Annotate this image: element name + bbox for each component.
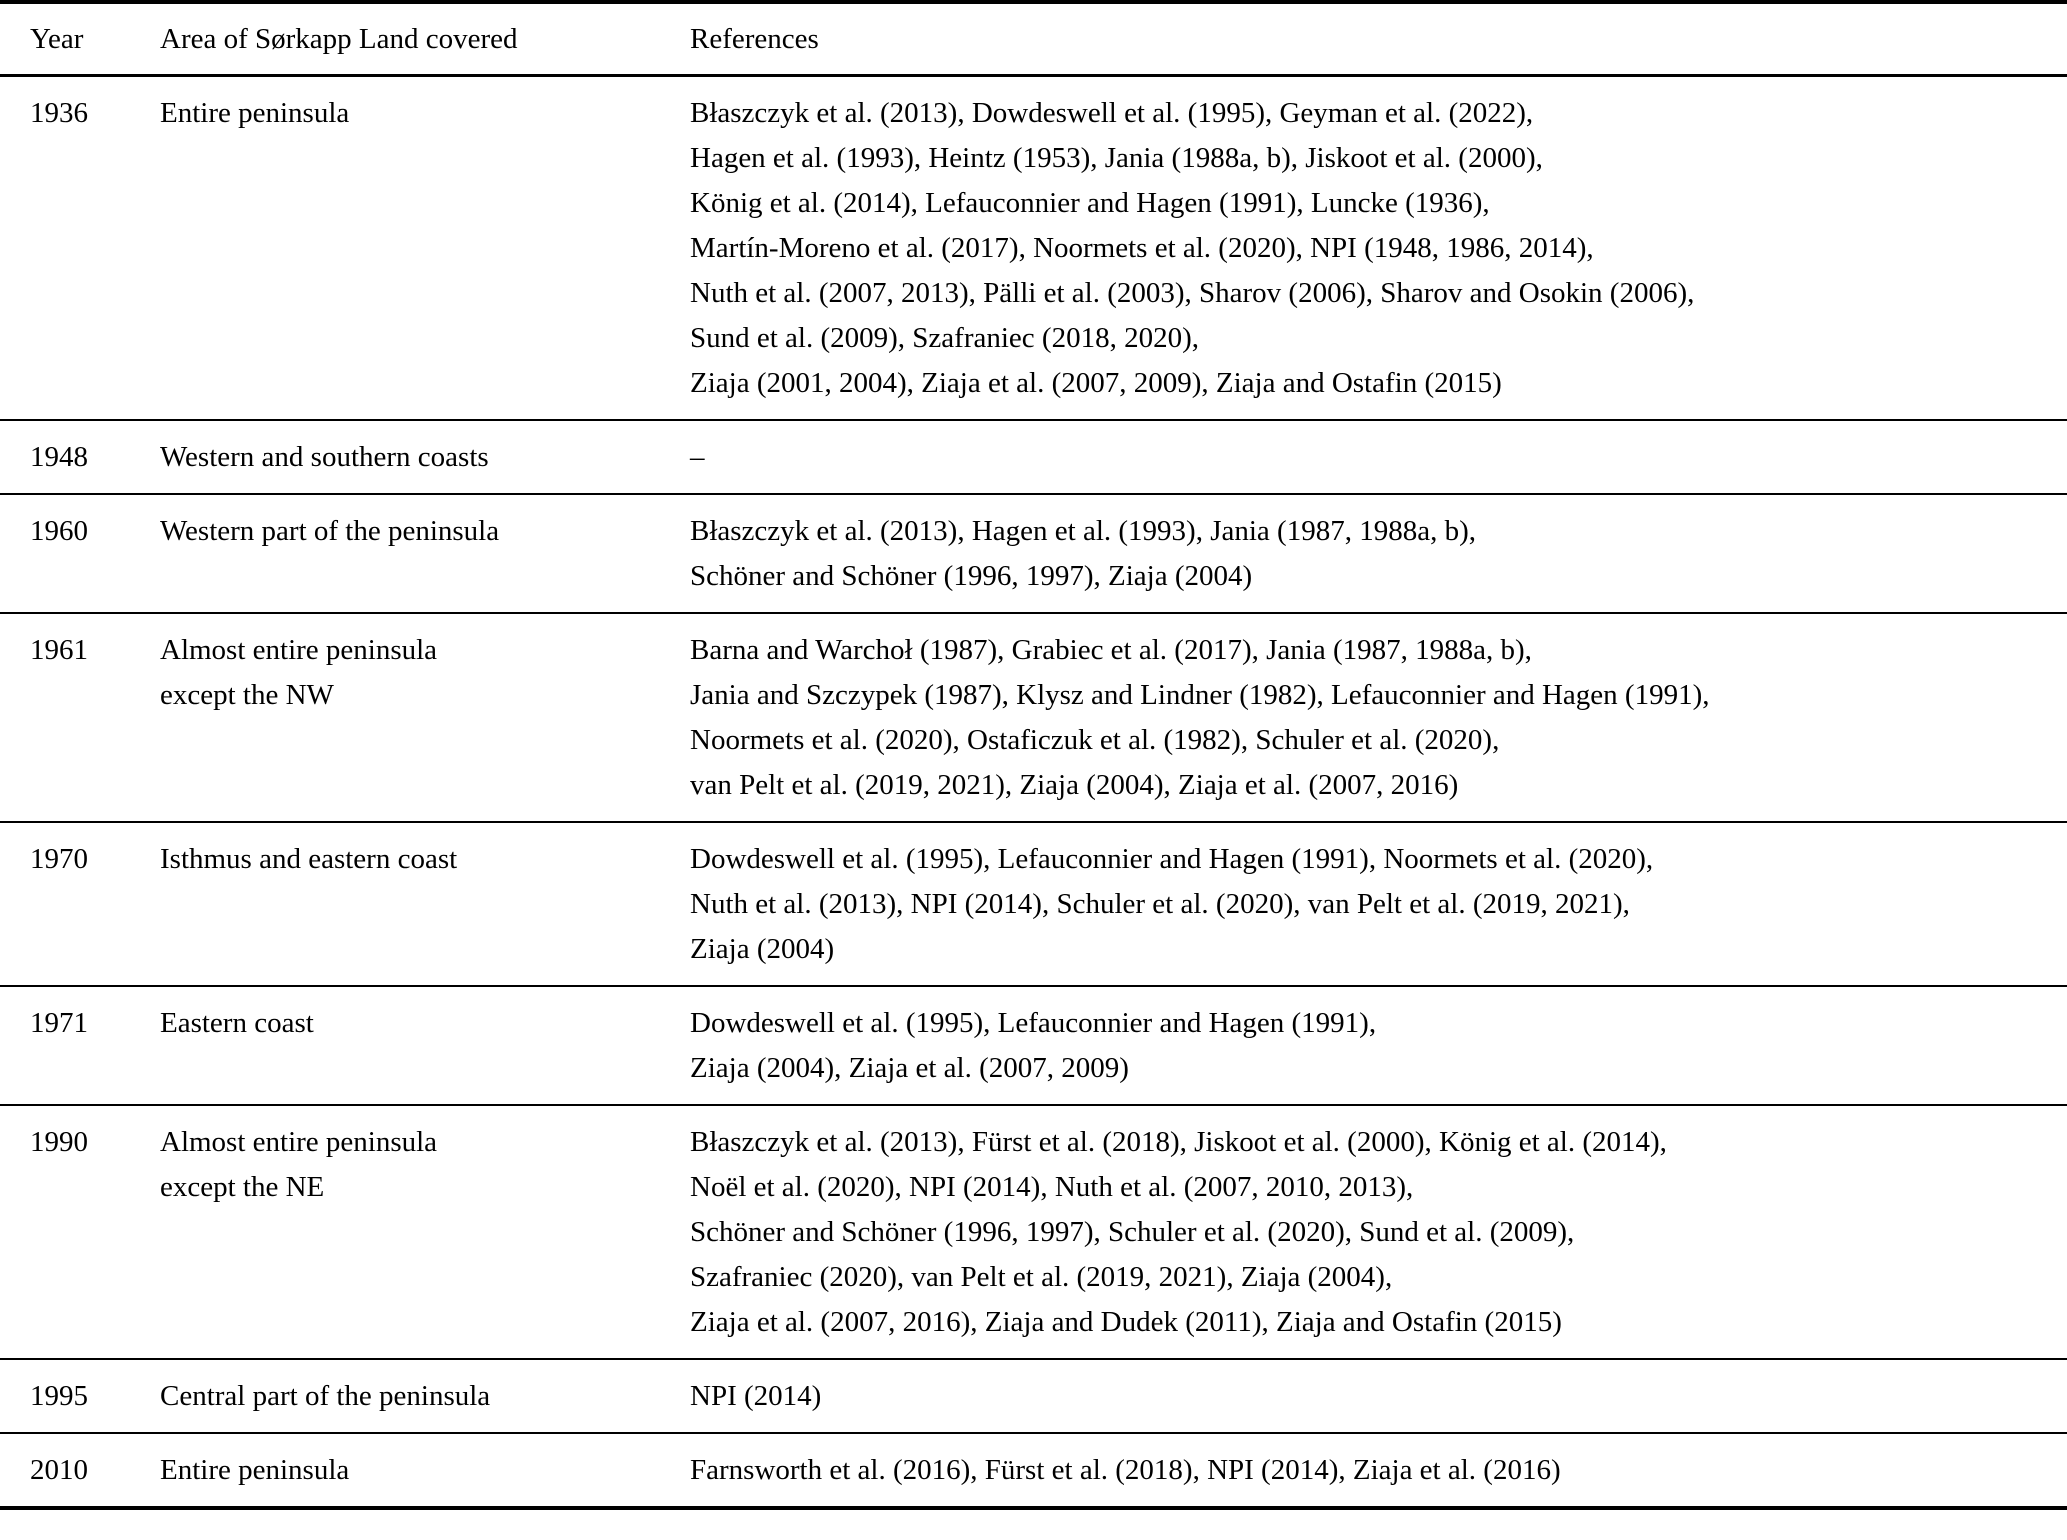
reference-line: – <box>690 441 705 473</box>
reference-line: Dowdeswell et al. (1995), Lefauconnier a… <box>690 843 1654 875</box>
year-cell: 1960 <box>30 515 88 547</box>
references-cell: Błaszczyk et al. (2013), Fürst et al. (2… <box>690 1120 2067 1345</box>
references-cell: Błaszczyk et al. (2013), Hagen et al. (1… <box>690 509 2067 599</box>
area-line: Almost entire peninsula <box>160 634 438 666</box>
table-row: 1970 Isthmus and eastern coast Dowdeswel… <box>0 823 2067 987</box>
table-row: 1971 Eastern coast Dowdeswell et al. (19… <box>0 987 2067 1106</box>
area-cell: Western and southern coasts <box>160 435 690 480</box>
year-cell: 1948 <box>30 441 88 473</box>
reference-line: Hagen et al. (1993), Heintz (1953), Jani… <box>690 142 1543 174</box>
reference-line: Farnsworth et al. (2016), Fürst et al. (… <box>690 1454 1561 1486</box>
reference-line: Schöner and Schöner (1996, 1997), Ziaja … <box>690 560 1253 592</box>
reference-line: Ziaja (2004), Ziaja et al. (2007, 2009) <box>690 1052 1129 1084</box>
year-cell: 1995 <box>30 1380 88 1412</box>
area-cell: Almost entire peninsula except the NE <box>160 1120 690 1210</box>
reference-line: König et al. (2014), Lefauconnier and Ha… <box>690 187 1490 219</box>
table-row: 1948 Western and southern coasts – <box>0 421 2067 495</box>
year-cell: 1990 <box>30 1126 88 1158</box>
year-cell: 1971 <box>30 1007 88 1039</box>
references-cell: Dowdeswell et al. (1995), Lefauconnier a… <box>690 837 2067 972</box>
area-line: Entire peninsula <box>160 1454 350 1486</box>
year-cell: 2010 <box>30 1454 88 1486</box>
reference-line: Ziaja (2004) <box>690 933 835 965</box>
reference-line: Martín-Moreno et al. (2017), Noormets et… <box>690 232 1594 264</box>
table-header-row: Year Area of Sørkapp Land covered Refere… <box>0 4 2067 77</box>
references-cell: – <box>690 435 2067 480</box>
table-row: 1990 Almost entire peninsula except the N… <box>0 1106 2067 1360</box>
table-row: 1995 Central part of the peninsula NPI (… <box>0 1360 2067 1434</box>
area-line: Central part of the peninsula <box>160 1380 491 1412</box>
reference-line: Noël et al. (2020), NPI (2014), Nuth et … <box>690 1171 1414 1203</box>
table-row: 1961 Almost entire peninsula except the N… <box>0 614 2067 823</box>
area-cell: Eastern coast <box>160 1001 690 1046</box>
reference-line: Błaszczyk et al. (2013), Dowdeswell et a… <box>690 97 1534 129</box>
reference-line: Noormets et al. (2020), Ostaficzuk et al… <box>690 724 1500 756</box>
area-line: Isthmus and eastern coast <box>160 843 458 875</box>
area-cell: Entire peninsula <box>160 1448 690 1493</box>
references-cell: Błaszczyk et al. (2013), Dowdeswell et a… <box>690 91 2067 406</box>
references-cell: Barna and Warchoł (1987), Grabiec et al.… <box>690 628 2067 808</box>
references-cell: NPI (2014) <box>690 1374 2067 1419</box>
area-line: except the NE <box>160 1171 325 1203</box>
area-cell: Almost entire peninsula except the NW <box>160 628 690 718</box>
area-cell: Western part of the peninsula <box>160 509 690 554</box>
column-header-year: Year <box>30 23 84 55</box>
column-header-area: Area of Sørkapp Land covered <box>160 23 518 55</box>
reference-line: Jania and Szczypek (1987), Klysz and Lin… <box>690 679 1710 711</box>
area-line: except the NW <box>160 679 334 711</box>
reference-line: Błaszczyk et al. (2013), Hagen et al. (1… <box>690 515 1476 547</box>
year-cell: 1936 <box>30 97 88 129</box>
table-row: 1936 Entire peninsula Błaszczyk et al. (… <box>0 77 2067 421</box>
table-body: 1936 Entire peninsula Błaszczyk et al. (… <box>0 77 2067 1506</box>
reference-line: Ziaja et al. (2007, 2016), Ziaja and Dud… <box>690 1306 1562 1338</box>
reference-line: Błaszczyk et al. (2013), Fürst et al. (2… <box>690 1126 1667 1158</box>
table-row: 1960 Western part of the peninsula Błasz… <box>0 495 2067 614</box>
year-cell: 1961 <box>30 634 88 666</box>
reference-line: Nuth et al. (2013), NPI (2014), Schuler … <box>690 888 1630 920</box>
reference-line: Nuth et al. (2007, 2013), Pälli et al. (… <box>690 277 1695 309</box>
area-cell: Isthmus and eastern coast <box>160 837 690 882</box>
table-row: 2010 Entire peninsula Farnsworth et al. … <box>0 1434 2067 1506</box>
reference-line: Schöner and Schöner (1996, 1997), Schule… <box>690 1216 1575 1248</box>
references-cell: Farnsworth et al. (2016), Fürst et al. (… <box>690 1448 2067 1493</box>
reference-line: NPI (2014) <box>690 1380 822 1412</box>
year-cell: 1970 <box>30 843 88 875</box>
area-line: Western and southern coasts <box>160 441 489 473</box>
area-line: Entire peninsula <box>160 97 350 129</box>
reference-line: Szafraniec (2020), van Pelt et al. (2019… <box>690 1261 1393 1293</box>
area-line: Eastern coast <box>160 1007 314 1039</box>
reference-line: Barna and Warchoł (1987), Grabiec et al.… <box>690 634 1532 666</box>
reference-line: van Pelt et al. (2019, 2021), Ziaja (200… <box>690 769 1459 801</box>
column-header-references: References <box>690 23 819 55</box>
reference-line: Dowdeswell et al. (1995), Lefauconnier a… <box>690 1007 1377 1039</box>
area-cell: Central part of the peninsula <box>160 1374 690 1419</box>
area-line: Western part of the peninsula <box>160 515 500 547</box>
reference-line: Sund et al. (2009), Szafraniec (2018, 20… <box>690 322 1199 354</box>
references-cell: Dowdeswell et al. (1995), Lefauconnier a… <box>690 1001 2067 1091</box>
area-line: Almost entire peninsula <box>160 1126 438 1158</box>
area-cell: Entire peninsula <box>160 91 690 136</box>
reference-line: Ziaja (2001, 2004), Ziaja et al. (2007, … <box>690 367 1502 399</box>
